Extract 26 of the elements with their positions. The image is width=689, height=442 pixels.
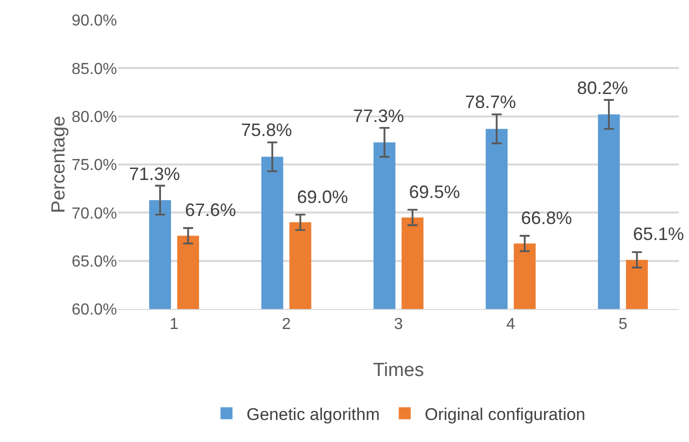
y-tick-label: 75.0% bbox=[72, 157, 117, 174]
x-tick-label: 3 bbox=[394, 316, 404, 334]
x-tick-label: 1 bbox=[170, 316, 179, 334]
y-tick-label: 85.0% bbox=[72, 60, 117, 78]
y-tick-label: 80.0% bbox=[72, 108, 117, 126]
data-label: 65.1% bbox=[633, 224, 684, 244]
y-tick-label: 70.0% bbox=[72, 205, 117, 222]
data-label: 75.8% bbox=[241, 120, 292, 140]
y-tick-label: 90.0% bbox=[72, 12, 117, 30]
data-label: 78.7% bbox=[465, 92, 516, 112]
data-label: 69.0% bbox=[297, 187, 348, 207]
data-label: 71.3% bbox=[129, 164, 180, 184]
data-label: 66.8% bbox=[521, 208, 572, 228]
data-label: 80.2% bbox=[577, 78, 628, 98]
data-label: 77.3% bbox=[353, 106, 404, 126]
x-tick-label: 2 bbox=[282, 316, 291, 334]
legend-label: Original configuration bbox=[424, 404, 586, 424]
x-tick-label: 5 bbox=[618, 316, 628, 334]
y-axis-title: Percentage bbox=[48, 116, 70, 214]
x-axis-title: Times bbox=[372, 360, 424, 381]
y-tick-label: 60.0% bbox=[72, 302, 117, 319]
legend-label: Genetic algorithm bbox=[246, 404, 380, 424]
y-tick-label: 65.0% bbox=[72, 253, 117, 270]
data-label: 67.6% bbox=[185, 200, 236, 220]
data-label: 69.5% bbox=[409, 182, 460, 202]
x-tick-label: 4 bbox=[506, 316, 516, 334]
